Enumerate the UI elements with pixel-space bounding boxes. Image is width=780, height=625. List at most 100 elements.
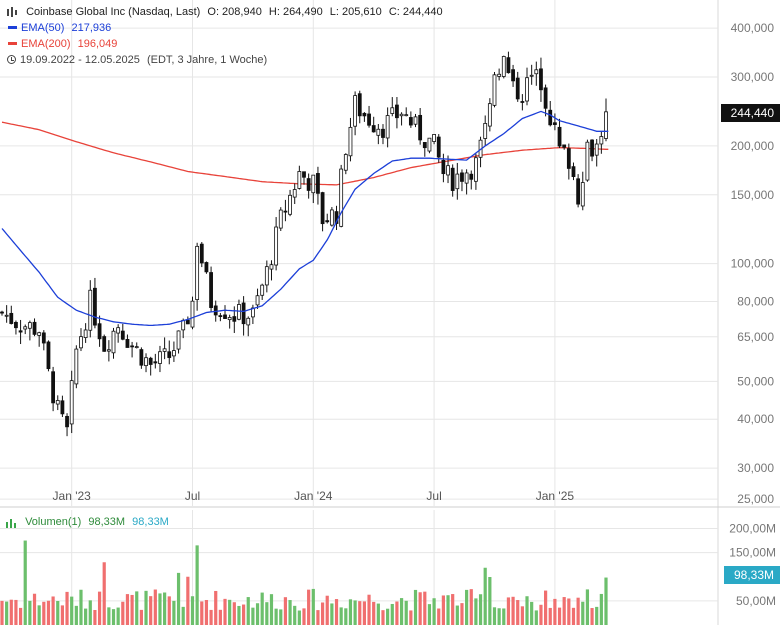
volume-bar (437, 608, 441, 625)
time-tick-label: Jul (426, 489, 441, 503)
candle-body (501, 56, 506, 77)
volume-bar (474, 598, 478, 625)
candle-body (469, 173, 474, 180)
ema50-line (1, 110, 609, 327)
range-dates: 19.09.2022 - 12.05.2025 (20, 54, 140, 66)
candle-body (232, 316, 237, 322)
candle-body (79, 336, 83, 349)
ema200-legend[interactable]: EMA(200) 196,049 (6, 37, 121, 51)
price-tick-label: 80,000 (737, 295, 774, 309)
volume-bar (70, 596, 74, 625)
candle-body (41, 332, 46, 344)
candle-body (552, 122, 557, 125)
volume-bar (93, 609, 97, 625)
candle-body (93, 287, 97, 326)
volume-bar (232, 602, 236, 625)
candle-body (464, 172, 469, 184)
candle-body (534, 69, 539, 75)
volume-bar (553, 598, 557, 625)
candle-body (269, 264, 274, 270)
last-price-tag: 244,440 (720, 104, 780, 122)
volume-bar (265, 602, 269, 625)
volume-bar (223, 598, 227, 625)
volume-bar (9, 599, 13, 625)
volume-bar (144, 590, 148, 625)
candle-body (548, 109, 553, 126)
price-tick-label: 25,000 (737, 492, 774, 506)
candle-body (181, 319, 186, 331)
candle-body (139, 349, 144, 366)
candle-body (325, 220, 330, 223)
candle-body (487, 103, 492, 127)
candle-body (381, 128, 385, 138)
volume-bars (0, 540, 608, 625)
volume-bar (381, 610, 385, 625)
ema50-value: 217,936 (71, 22, 112, 34)
volume-value-b: 98,33M (132, 516, 169, 528)
volume-bar (595, 606, 599, 625)
ema200-value: 196,049 (77, 38, 118, 50)
ema200-swatch (8, 41, 17, 45)
volume-bar (418, 592, 422, 625)
volume-bar (42, 601, 46, 625)
candle-body (241, 302, 246, 325)
candle-body (167, 351, 172, 358)
candle-body (339, 168, 344, 227)
candle-body (427, 137, 432, 152)
candle-body (51, 371, 56, 404)
price-tick-label: 200,000 (731, 139, 775, 153)
candle-body (371, 125, 376, 133)
volume-bar (200, 601, 204, 625)
volume-bar (455, 605, 459, 625)
candle-body (97, 323, 102, 340)
candle-body (543, 87, 548, 109)
volume-bar (163, 592, 167, 625)
candle-body (594, 143, 599, 156)
volume-bar (451, 594, 455, 625)
volume-bar (74, 605, 78, 625)
candle-body (116, 327, 121, 334)
volume-bar (274, 608, 278, 625)
volume-bar (539, 604, 543, 625)
volume-bar (534, 610, 538, 625)
volume-bar (251, 607, 255, 625)
volume-bar (302, 608, 306, 625)
volume-bar (576, 597, 580, 625)
volume-tick-label: 150,00M (729, 546, 776, 560)
symbol-title: Coinbase Global Inc (Nasdaq, Last) (26, 6, 201, 18)
candle-body (213, 305, 218, 316)
price-tick-label: 400,000 (731, 21, 775, 35)
candle-body (348, 126, 353, 157)
candle-body (357, 93, 362, 117)
candle-body (566, 148, 571, 169)
volume-bar (469, 589, 473, 625)
volume-bar (65, 591, 69, 625)
candle-body (88, 289, 93, 331)
volume-bar (158, 593, 162, 625)
volume-bar (604, 577, 608, 625)
candle-body (69, 380, 74, 425)
candle-body (506, 57, 511, 74)
volume-bar (432, 598, 436, 625)
candle-body (311, 174, 316, 194)
volume-bar (567, 598, 571, 625)
candle-body (260, 284, 265, 296)
volume-bar (399, 598, 404, 625)
volume-bar (367, 594, 371, 625)
candle-body (306, 178, 311, 191)
volume-bar (269, 594, 274, 625)
volume-bar (255, 603, 260, 625)
volume-header: Volumen(1) 98,33M 98,33M (6, 515, 173, 529)
candle-body (153, 361, 158, 364)
time-range[interactable]: 19.09.2022 - 12.05.2025 (EDT, 3 Jahre, 1… (6, 53, 271, 67)
candle-body (102, 336, 107, 352)
candle-body (413, 116, 418, 125)
time-tick-label: Jan '25 (536, 489, 575, 503)
volume-bar (544, 590, 548, 625)
volume-bar (153, 589, 157, 625)
volume-bar (506, 597, 511, 625)
volume-bar (18, 607, 23, 625)
price-tick-label: 50,000 (737, 374, 774, 388)
ema50-legend[interactable]: EMA(50) 217,936 (6, 21, 115, 35)
